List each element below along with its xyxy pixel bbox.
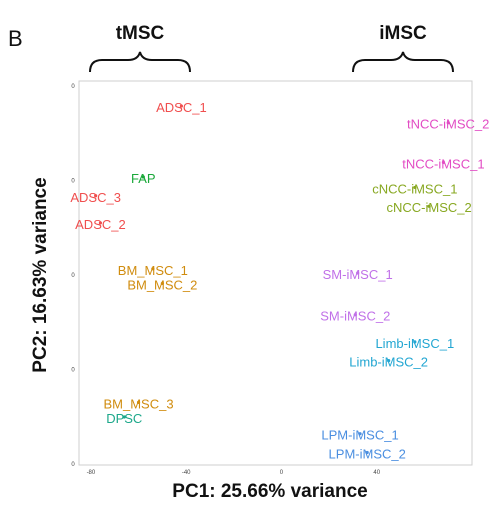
data-point — [427, 204, 431, 208]
tmsc-brace — [89, 51, 191, 73]
data-point-label: SM-iMSC_1 — [323, 267, 393, 282]
panel-letter: B — [8, 26, 23, 51]
y-tick-label: 0 — [71, 462, 75, 468]
y-tick-label: 0 — [71, 273, 75, 279]
data-point — [441, 160, 446, 164]
data-point — [98, 221, 103, 225]
data-point-label: BM_MSC_1 — [118, 263, 188, 278]
data-point-label: DPSC — [106, 411, 142, 426]
data-point-label: Limb-iMSC_2 — [349, 355, 428, 370]
data-point-label: cNCC-iMSC_2 — [387, 200, 472, 215]
data-point-label: FAP — [131, 171, 156, 186]
data-point — [413, 185, 417, 190]
data-point — [353, 313, 357, 317]
data-point — [160, 281, 164, 286]
data-point — [179, 104, 184, 108]
y-tick-label: 0 — [71, 84, 75, 90]
data-point — [358, 432, 362, 436]
y-axis-title: PC2: 16.63% variance — [30, 177, 51, 372]
y-tick-labels: 0 0 0 0 0 — [71, 84, 75, 468]
data-point-label: SM-iMSC_2 — [320, 309, 390, 324]
data-point — [151, 267, 155, 271]
group-label-tmsc: tMSC — [116, 23, 165, 44]
data-point — [413, 340, 417, 344]
data-point — [365, 450, 369, 455]
data-point-label: cNCC-iMSC_1 — [372, 181, 457, 196]
plot-area — [78, 80, 473, 466]
x-tick-label: -40 — [182, 470, 191, 476]
y-tick-label: 0 — [71, 179, 75, 185]
data-point-label: BM_MSC_3 — [104, 396, 174, 411]
data-point — [94, 194, 98, 198]
data-point — [356, 271, 360, 275]
data-point — [141, 175, 145, 179]
group-label-imsc: iMSC — [379, 23, 427, 44]
data-point — [387, 359, 391, 363]
data-point-label: ADSC_1 — [156, 100, 207, 115]
data-point-label: ADSC_2 — [75, 217, 126, 232]
x-tick-label: -80 — [87, 470, 96, 476]
y-tick-label: 0 — [71, 368, 75, 374]
data-point-label: tNCC-iMSC_1 — [402, 156, 484, 171]
data-point-label: BM_MSC_2 — [127, 277, 197, 292]
data-point — [446, 121, 450, 125]
data-point — [122, 415, 126, 419]
imsc-brace — [352, 51, 454, 73]
data-point-label: ADSC_3 — [70, 190, 121, 205]
data-point-label: LPM-iMSC_2 — [329, 446, 406, 461]
data-point-label: LPM-iMSC_1 — [321, 428, 398, 443]
x-tick-labels: -80 -40 0 40 — [87, 470, 381, 476]
x-axis-title: PC1: 25.66% variance — [172, 481, 367, 502]
data-point-label: tNCC-iMSC_2 — [407, 117, 489, 132]
data-points: ADSC_1 FAP ADSC_3 ADSC_2 BM_MSC_1BM_MSC_2 BM_… — [70, 100, 489, 461]
data-point-label: Limb-iMSC_1 — [375, 336, 454, 351]
data-point — [136, 400, 141, 404]
x-tick-label: 0 — [280, 470, 284, 476]
x-tick-label: 40 — [373, 470, 380, 476]
